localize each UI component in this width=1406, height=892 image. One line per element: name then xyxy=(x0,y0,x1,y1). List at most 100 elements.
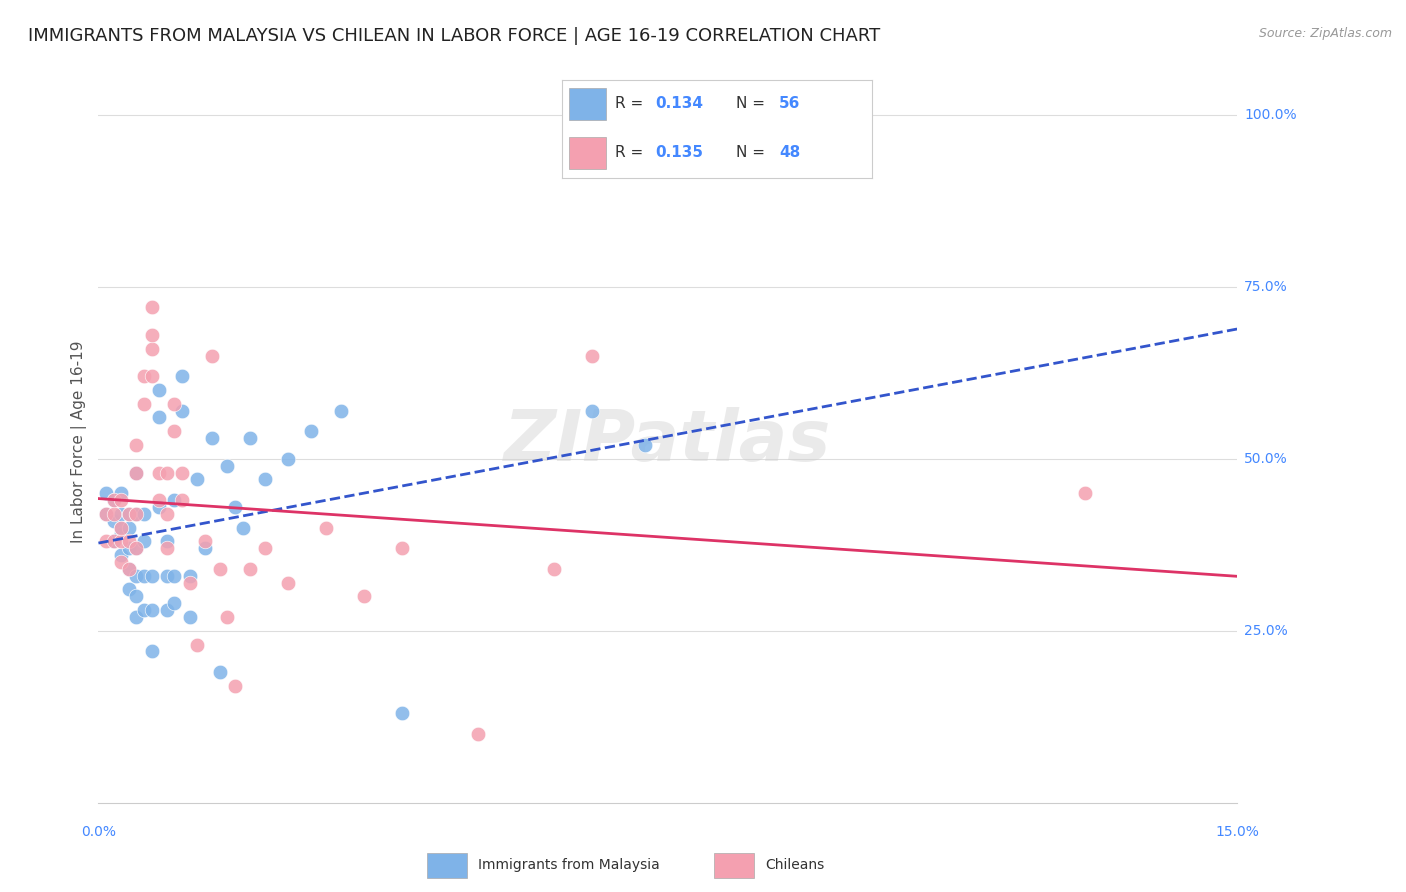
Point xyxy=(110,493,132,508)
Point xyxy=(141,644,163,658)
Text: 15.0%: 15.0% xyxy=(1215,825,1260,839)
Point xyxy=(581,349,603,363)
Point xyxy=(148,493,170,508)
Point xyxy=(330,403,353,417)
Point xyxy=(391,706,413,721)
Point xyxy=(103,493,125,508)
Point xyxy=(110,486,132,500)
Point xyxy=(110,520,132,534)
Point xyxy=(194,541,217,556)
Text: 100.0%: 100.0% xyxy=(1244,108,1296,121)
Point xyxy=(1074,486,1097,500)
Point xyxy=(634,438,657,452)
Text: ZIPatlas: ZIPatlas xyxy=(505,407,831,476)
Point xyxy=(156,603,179,617)
Point xyxy=(194,534,217,549)
Text: R =: R = xyxy=(614,96,648,112)
Point xyxy=(163,424,186,438)
Point xyxy=(125,507,148,521)
Point xyxy=(118,562,141,576)
Point xyxy=(254,472,277,486)
Point xyxy=(148,466,170,480)
Point xyxy=(125,541,148,556)
FancyBboxPatch shape xyxy=(714,853,754,878)
Point xyxy=(467,727,489,741)
Point xyxy=(156,568,179,582)
Point xyxy=(94,534,117,549)
Point xyxy=(125,466,148,480)
Point xyxy=(125,507,148,521)
Text: 56: 56 xyxy=(779,96,800,112)
Point xyxy=(277,575,299,590)
Point xyxy=(232,520,254,534)
Point xyxy=(141,301,163,315)
Point xyxy=(179,568,201,582)
FancyBboxPatch shape xyxy=(427,853,467,878)
Text: Immigrants from Malaysia: Immigrants from Malaysia xyxy=(478,858,659,872)
Point xyxy=(118,582,141,597)
Point xyxy=(315,520,337,534)
Point xyxy=(217,458,239,473)
Text: Chileans: Chileans xyxy=(765,858,824,872)
Point xyxy=(103,493,125,508)
Text: 25.0%: 25.0% xyxy=(1244,624,1288,638)
Point xyxy=(148,500,170,514)
Text: 0.0%: 0.0% xyxy=(82,825,115,839)
Point xyxy=(156,541,179,556)
Point xyxy=(110,520,132,534)
Point xyxy=(118,562,141,576)
Point xyxy=(132,603,155,617)
Point xyxy=(141,369,163,384)
Point xyxy=(132,568,155,582)
Point xyxy=(125,541,148,556)
Point xyxy=(141,327,163,342)
Text: R =: R = xyxy=(614,145,648,161)
Point xyxy=(543,562,565,576)
Point xyxy=(170,493,193,508)
Point xyxy=(110,534,132,549)
Point xyxy=(103,507,125,521)
Y-axis label: In Labor Force | Age 16-19: In Labor Force | Age 16-19 xyxy=(72,340,87,543)
Point xyxy=(94,486,117,500)
Point xyxy=(201,431,224,445)
Point xyxy=(125,590,148,604)
Point xyxy=(170,466,193,480)
Point xyxy=(186,472,208,486)
Point xyxy=(125,610,148,624)
Text: 50.0%: 50.0% xyxy=(1244,451,1288,466)
Point xyxy=(103,514,125,528)
Point xyxy=(156,507,179,521)
Point xyxy=(141,342,163,356)
Point xyxy=(156,534,179,549)
Point xyxy=(179,575,201,590)
Point xyxy=(125,466,148,480)
Text: N =: N = xyxy=(735,96,769,112)
Text: N =: N = xyxy=(735,145,769,161)
Text: 0.134: 0.134 xyxy=(655,96,703,112)
Point xyxy=(353,590,375,604)
Point xyxy=(118,534,141,549)
Point xyxy=(103,534,125,549)
Point xyxy=(156,466,179,480)
Point xyxy=(163,493,186,508)
Point xyxy=(581,403,603,417)
Point xyxy=(148,383,170,397)
Text: 48: 48 xyxy=(779,145,800,161)
Text: 0.135: 0.135 xyxy=(655,145,703,161)
Point xyxy=(141,568,163,582)
Text: 75.0%: 75.0% xyxy=(1244,280,1288,293)
Point xyxy=(103,534,125,549)
Point xyxy=(170,403,193,417)
Point xyxy=(132,397,155,411)
Point xyxy=(239,562,262,576)
Point xyxy=(132,534,155,549)
Text: Source: ZipAtlas.com: Source: ZipAtlas.com xyxy=(1258,27,1392,40)
Point xyxy=(201,349,224,363)
Point xyxy=(110,527,132,541)
Point xyxy=(208,562,231,576)
Point xyxy=(132,369,155,384)
Point xyxy=(118,507,141,521)
Point xyxy=(277,451,299,466)
Point xyxy=(125,438,148,452)
Point xyxy=(224,500,246,514)
